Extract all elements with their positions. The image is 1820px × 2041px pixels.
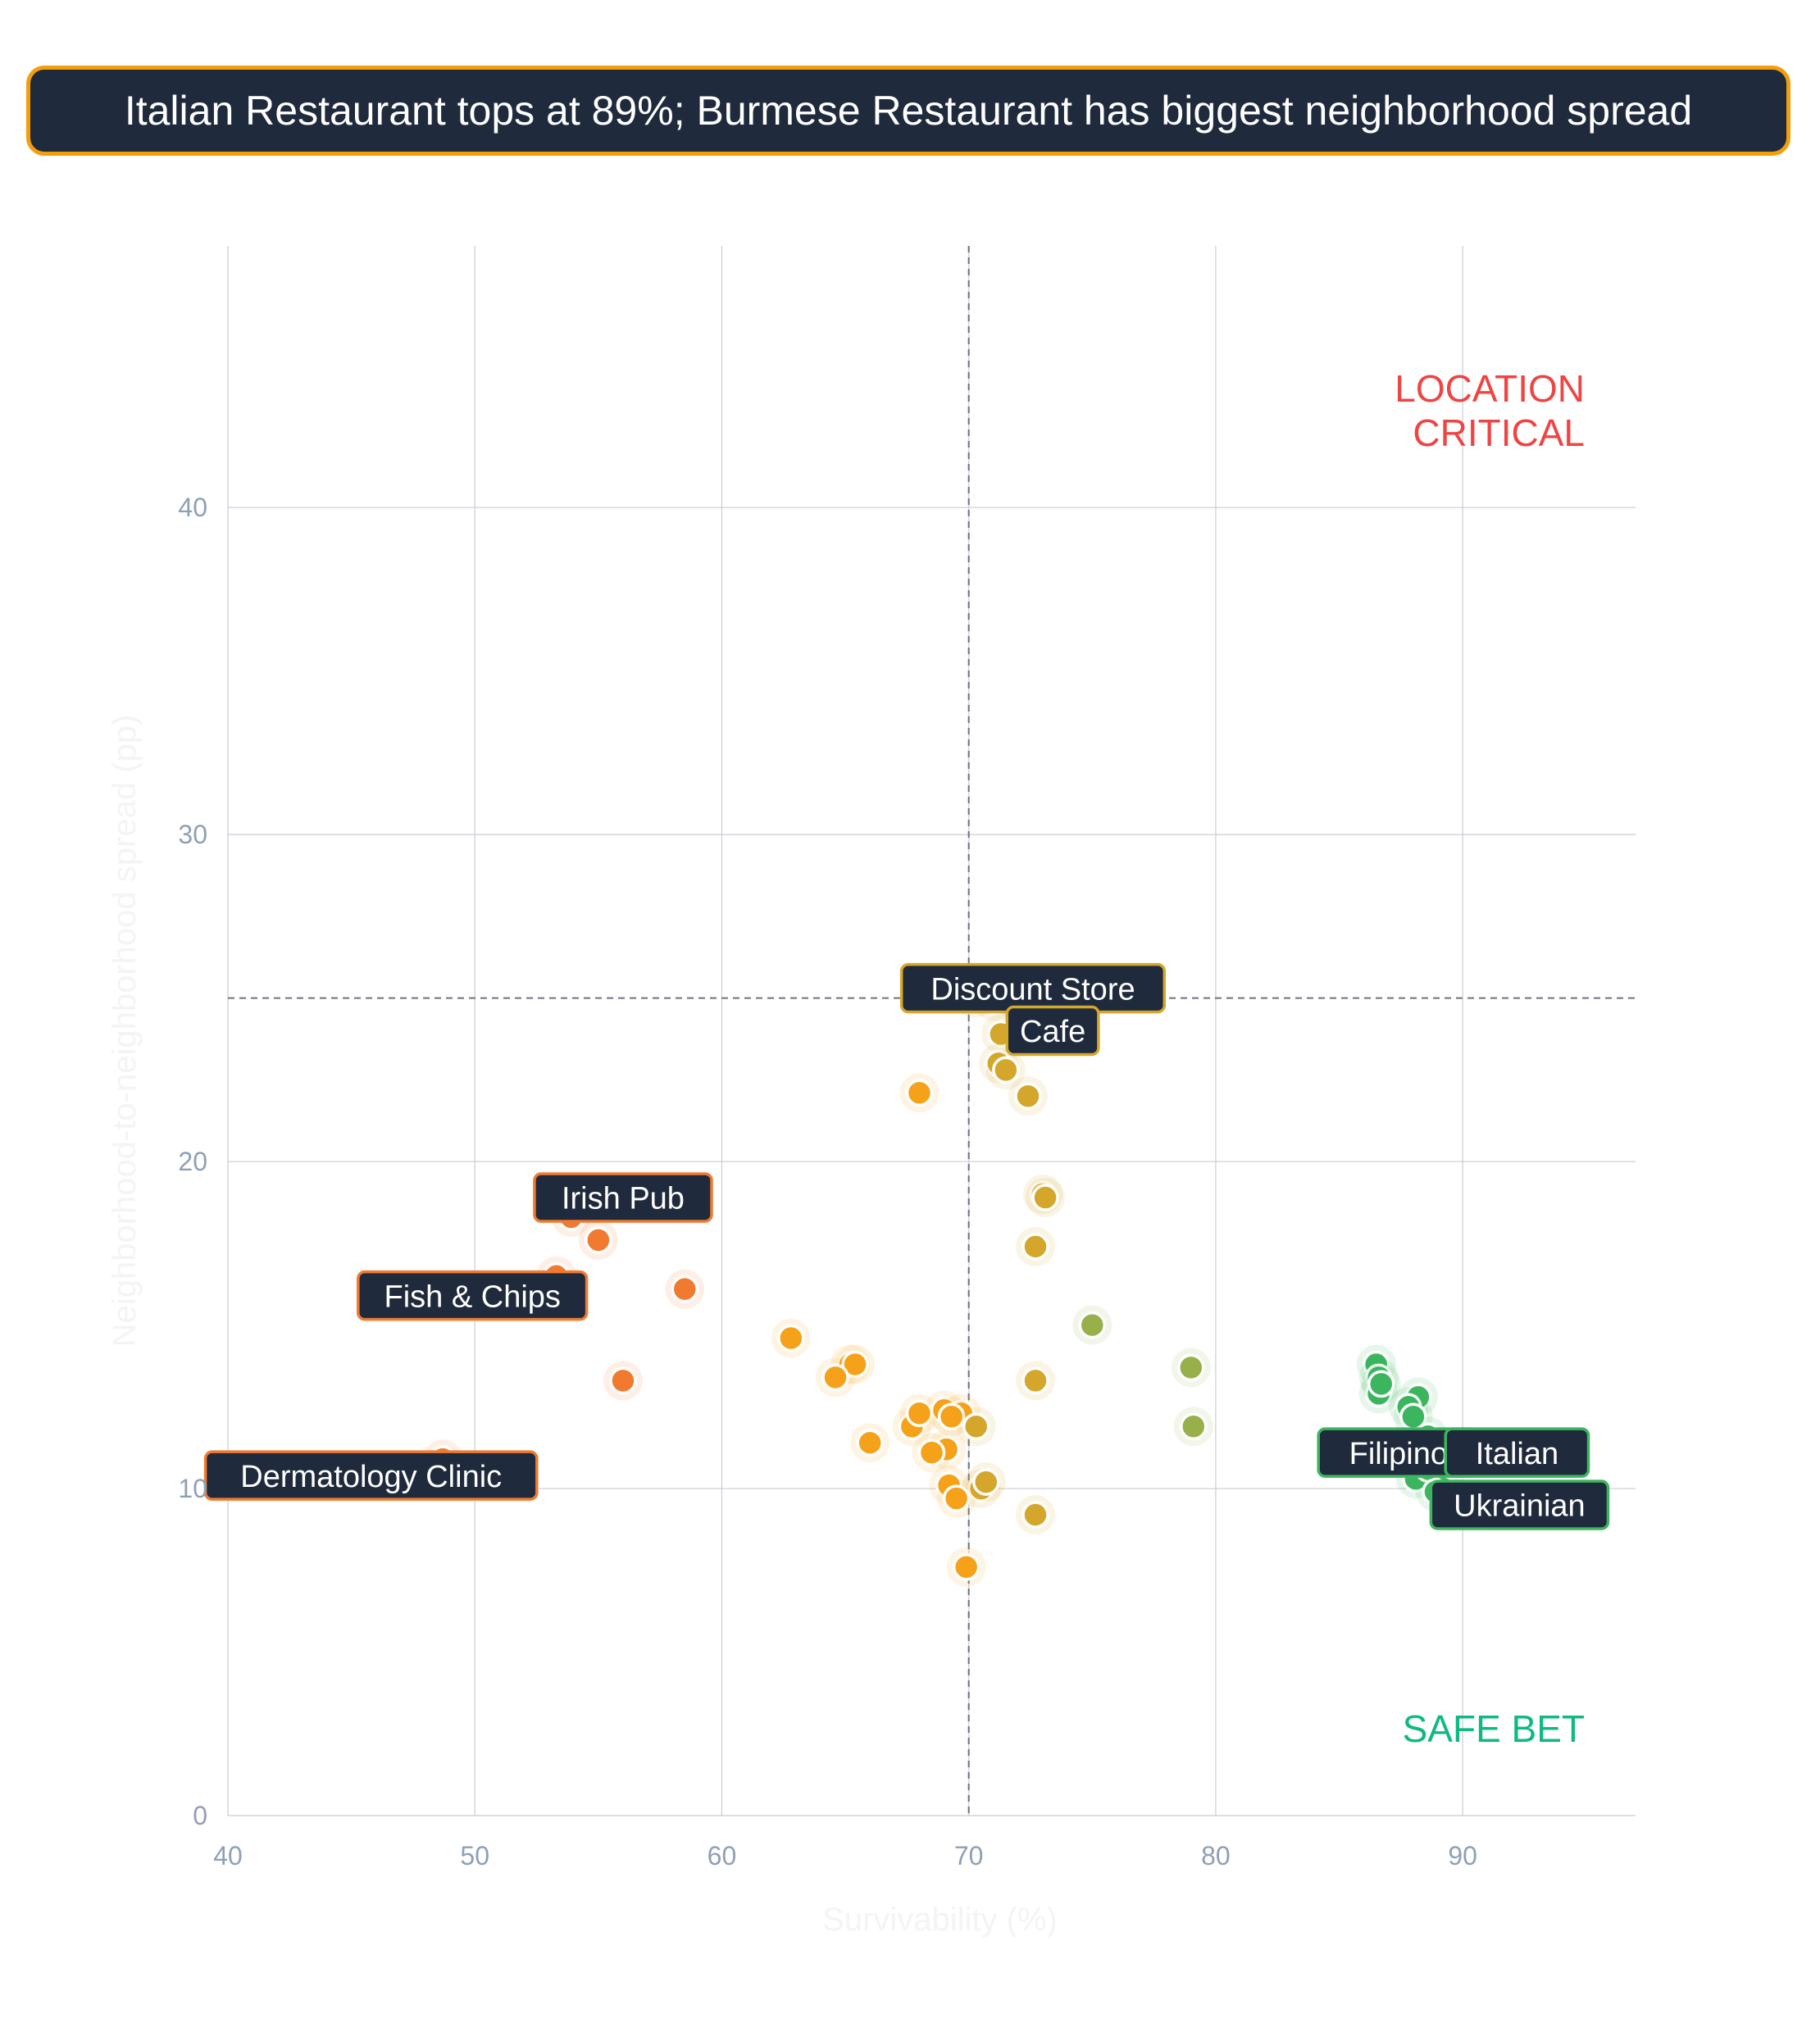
point-label: Italian — [1444, 1427, 1590, 1478]
data-point — [992, 1056, 1020, 1084]
x-tick-label: 80 — [1201, 1841, 1231, 1871]
data-point — [972, 1468, 1000, 1496]
point-label-text: Filipino — [1349, 1437, 1448, 1471]
data-point — [905, 1079, 934, 1107]
data-point — [856, 1429, 884, 1457]
point-label: Cafe — [1005, 1005, 1100, 1057]
chart-title-box: Italian Restaurant tops at 89%; Burmese … — [26, 66, 1790, 156]
y-tick-label: 0 — [193, 1801, 207, 1830]
data-point — [841, 1350, 869, 1379]
x-tick-label: 70 — [954, 1841, 984, 1871]
point-label-box — [1429, 1480, 1610, 1530]
x-tick-label: 50 — [460, 1841, 489, 1871]
x-tick-label: 60 — [708, 1841, 737, 1871]
point-label-box — [1005, 1005, 1100, 1057]
data-point — [777, 1324, 805, 1352]
data-point — [937, 1402, 966, 1431]
x-tick-label: 90 — [1448, 1841, 1477, 1871]
point-label: Ukrainian — [1429, 1480, 1610, 1530]
y-tick-label: 40 — [178, 493, 207, 522]
quadrant-label-location-critical: CRITICAL — [1413, 411, 1585, 454]
point-label-text: Ukrainian — [1454, 1489, 1586, 1524]
data-point — [952, 1553, 981, 1581]
point-label: Irish Pub — [533, 1172, 713, 1223]
chart-title: Italian Restaurant tops at 89%; Burmese … — [124, 88, 1693, 134]
point-label-text: Fish & Chips — [384, 1280, 561, 1314]
y-tick-label: 30 — [178, 820, 207, 849]
data-point — [821, 1363, 849, 1392]
point-label-text: Discount Store — [930, 972, 1135, 1007]
x-axis-title: Survivability (%) — [822, 1902, 1058, 1938]
data-point — [609, 1366, 637, 1395]
point-label: Dermatology Clinic — [203, 1450, 539, 1501]
data-point — [1031, 1184, 1059, 1211]
point-labels: Discount Store Cafe Irish Pub Fish & Chips D… — [203, 962, 1610, 1530]
data-point — [942, 1484, 971, 1512]
data-point — [1177, 1353, 1205, 1382]
grid — [227, 246, 1636, 1816]
point-label-text: Dermatology Clinic — [240, 1460, 502, 1494]
x-tick-label: 40 — [213, 1841, 243, 1871]
quadrant-label-safe-bet: SAFE BET — [1403, 1707, 1585, 1750]
axis-ticks: 40 50 60 70 80 90 0 10 20 30 40 — [178, 493, 1477, 1871]
y-tick-label: 20 — [178, 1147, 207, 1176]
data-point — [1014, 1082, 1042, 1111]
point-label-text: Cafe — [1020, 1015, 1085, 1049]
data-point — [1078, 1311, 1107, 1339]
quadrant-label-location-critical: LOCATION — [1395, 367, 1585, 410]
point-label: Discount Store — [899, 962, 1167, 1014]
reference-lines — [228, 246, 1636, 1816]
point-label-box — [533, 1172, 713, 1223]
data-point — [962, 1412, 990, 1440]
data-point — [1367, 1370, 1395, 1398]
point-label-text: Irish Pub — [562, 1182, 685, 1216]
data-point — [585, 1226, 612, 1254]
data-point — [1021, 1233, 1049, 1261]
data-point — [917, 1439, 946, 1466]
axis-titles: Survivability (%) Neighborhood-to-neighbo… — [107, 715, 1058, 1938]
point-label-box — [357, 1270, 589, 1321]
data-point — [1180, 1412, 1208, 1440]
data-point — [1021, 1501, 1049, 1529]
data-point — [671, 1275, 699, 1303]
point-label-text: Italian — [1476, 1437, 1558, 1471]
point-label: Fish & Chips — [357, 1270, 589, 1321]
y-axis-title: Neighborhood-to-neighborhood spread (pp) — [107, 715, 143, 1348]
point-label-box — [203, 1450, 539, 1501]
data-point — [1021, 1366, 1049, 1395]
y-tick-label: 10 — [178, 1474, 207, 1503]
point-label-box — [1444, 1427, 1590, 1478]
